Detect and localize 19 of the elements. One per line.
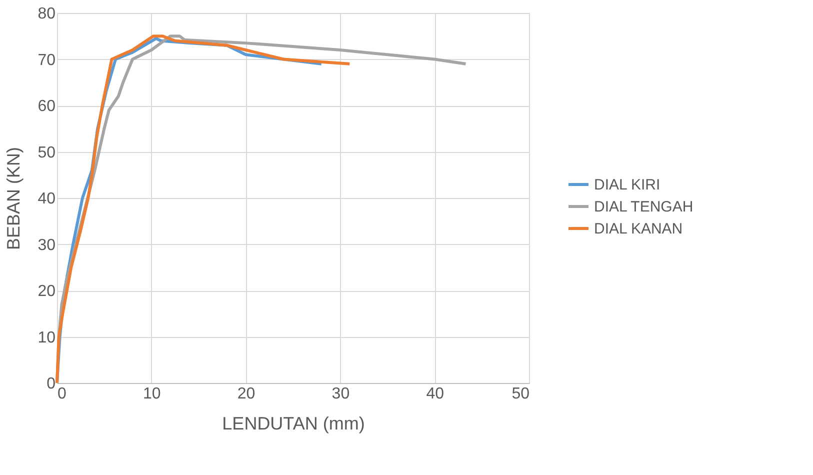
- x-tick-label: 0: [58, 386, 66, 402]
- x-tick-label: 20: [237, 386, 256, 402]
- x-tick-label: 40: [426, 386, 444, 402]
- y-tick-label: 70: [38, 52, 56, 69]
- x-axis-title: LENDUTAN (mm): [222, 414, 365, 434]
- y-tick-label: 30: [38, 236, 56, 254]
- y-tick-label: 80: [38, 6, 56, 22]
- y-tick-label: 50: [38, 144, 56, 162]
- y-tick-label: 40: [38, 190, 56, 208]
- y-axis-title: BEBAN (KN): [4, 146, 24, 250]
- legend-label: DIAL KIRI: [594, 176, 660, 194]
- x-tick-label: 50: [512, 386, 530, 402]
- y-tick-label: 60: [38, 98, 56, 115]
- legend-label: DIAL KANAN: [594, 220, 683, 238]
- y-tick-label: 10: [38, 329, 56, 346]
- legend-label: DIAL TENGAH: [594, 198, 694, 216]
- x-tick-label: 10: [143, 386, 161, 402]
- x-tick-label: 30: [332, 386, 350, 402]
- y-tick-label: 20: [38, 283, 56, 300]
